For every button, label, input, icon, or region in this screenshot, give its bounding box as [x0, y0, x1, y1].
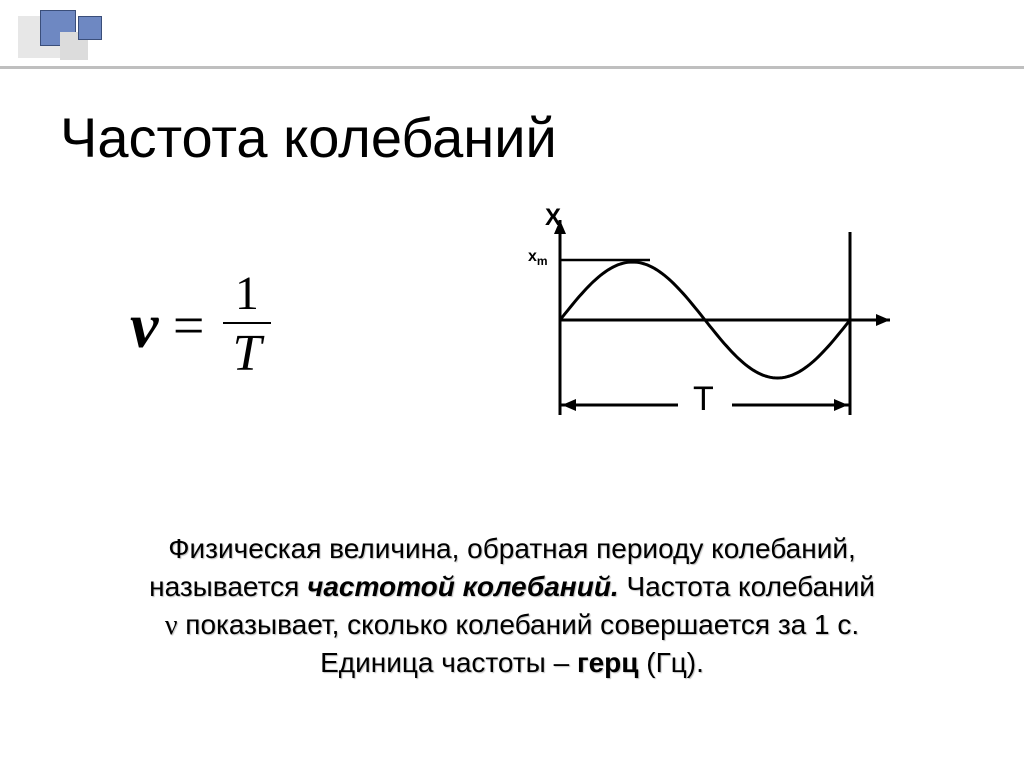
- desc-nu-symbol: ν: [165, 610, 178, 641]
- desc-line1: Физическая величина, обратная периоду ко…: [168, 533, 856, 564]
- chart-label-xm-text: x: [528, 248, 537, 265]
- desc-line2-em: частотой колебаний.: [307, 571, 619, 602]
- content-row: ν = 1 T X xm T: [0, 210, 1024, 470]
- formula-fraction: 1 T: [223, 270, 271, 382]
- desc-hertz: герц: [577, 647, 639, 678]
- slide: Частота колебаний ν = 1 T X xm T Физичес…: [0, 0, 1024, 768]
- formula-eq: =: [173, 294, 205, 358]
- desc-line4b: (Гц).: [639, 647, 704, 678]
- period-chart: X xm T: [500, 210, 930, 470]
- description-text: Физическая величина, обратная периоду ко…: [50, 530, 974, 682]
- decor-square: [78, 16, 102, 40]
- corner-decor: [18, 10, 138, 70]
- formula-denominator: T: [223, 324, 271, 382]
- desc-line2b: Частота колебаний: [619, 571, 875, 602]
- frequency-formula: ν = 1 T: [130, 270, 271, 382]
- chart-label-period: T: [693, 380, 714, 419]
- formula-numerator: 1: [223, 270, 271, 324]
- slide-title: Частота колебаний: [60, 105, 557, 170]
- chart-label-amplitude: xm: [528, 248, 548, 268]
- top-stripe: [0, 66, 1024, 69]
- desc-line4a: Единица частоты –: [320, 647, 577, 678]
- formula-nu: ν: [130, 289, 158, 363]
- chart-svg: [500, 210, 930, 440]
- chart-label-x-axis: X: [545, 204, 561, 232]
- chart-label-xm-sub: m: [537, 254, 548, 268]
- desc-line3a: показывает, сколько колебаний совершаетс…: [178, 609, 860, 640]
- desc-line2a: называется: [149, 571, 307, 602]
